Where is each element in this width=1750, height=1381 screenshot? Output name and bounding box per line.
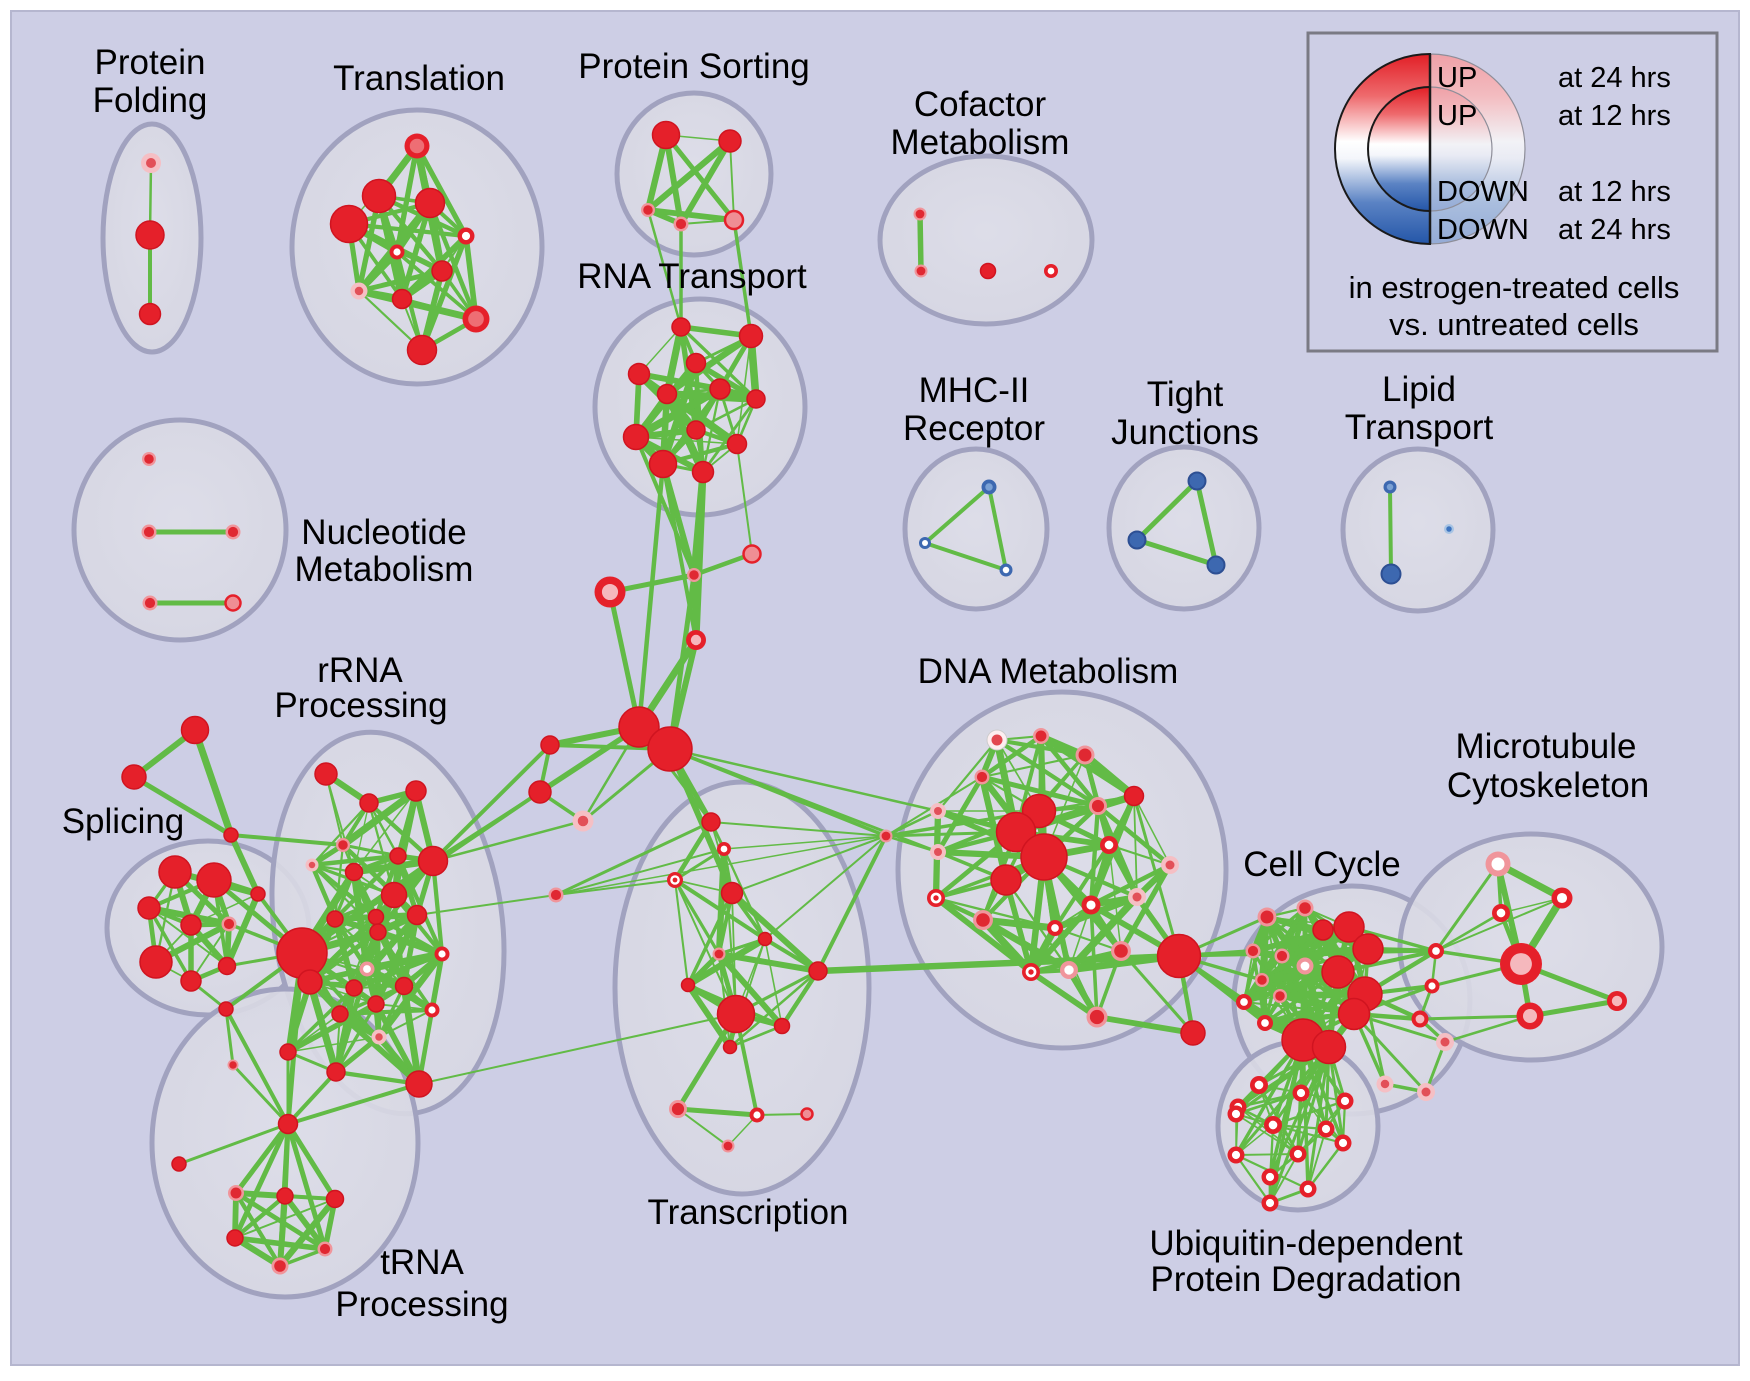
svg-text:rRNA: rRNA: [317, 651, 403, 690]
svg-text:at 24 hrs: at 24 hrs: [1558, 62, 1671, 94]
svg-text:UP: UP: [1437, 100, 1477, 132]
svg-text:Metabolism: Metabolism: [295, 550, 474, 589]
svg-text:Splicing: Splicing: [62, 802, 185, 841]
svg-text:Protein: Protein: [95, 43, 206, 82]
svg-text:Receptor: Receptor: [903, 409, 1045, 448]
svg-text:tRNA: tRNA: [380, 1243, 464, 1282]
svg-text:MHC-II: MHC-II: [919, 371, 1030, 410]
svg-text:DOWN: DOWN: [1437, 214, 1529, 246]
svg-text:Cofactor: Cofactor: [914, 85, 1047, 124]
svg-text:Cytoskeleton: Cytoskeleton: [1447, 766, 1649, 805]
svg-text:vs. untreated cells: vs. untreated cells: [1389, 307, 1639, 342]
svg-text:Processing: Processing: [335, 1285, 508, 1324]
svg-text:Lipid: Lipid: [1382, 370, 1456, 409]
svg-text:Translation: Translation: [333, 59, 505, 98]
svg-text:Metabolism: Metabolism: [891, 123, 1070, 162]
svg-text:Microtubule: Microtubule: [1456, 727, 1637, 766]
svg-text:Cell Cycle: Cell Cycle: [1243, 845, 1401, 884]
svg-text:Ubiquitin-dependent: Ubiquitin-dependent: [1149, 1224, 1463, 1263]
svg-text:Protein Sorting: Protein Sorting: [578, 47, 810, 86]
svg-text:Nucleotide: Nucleotide: [301, 513, 466, 552]
svg-text:Tight: Tight: [1147, 375, 1224, 414]
svg-text:UP: UP: [1437, 62, 1477, 94]
svg-text:Folding: Folding: [93, 81, 208, 120]
svg-text:DOWN: DOWN: [1437, 176, 1529, 208]
svg-text:at 12 hrs: at 12 hrs: [1558, 176, 1671, 208]
svg-text:in estrogen-treated cells: in estrogen-treated cells: [1349, 270, 1680, 305]
svg-text:at 12 hrs: at 12 hrs: [1558, 100, 1671, 132]
svg-text:DNA Metabolism: DNA Metabolism: [918, 652, 1179, 691]
svg-text:Protein Degradation: Protein Degradation: [1150, 1260, 1461, 1299]
svg-text:Transcription: Transcription: [648, 1193, 849, 1232]
svg-text:Junctions: Junctions: [1111, 413, 1259, 452]
svg-text:Processing: Processing: [274, 686, 447, 725]
svg-text:Transport: Transport: [1345, 408, 1494, 447]
svg-text:RNA Transport: RNA Transport: [577, 257, 807, 296]
svg-text:at 24 hrs: at 24 hrs: [1558, 214, 1671, 246]
